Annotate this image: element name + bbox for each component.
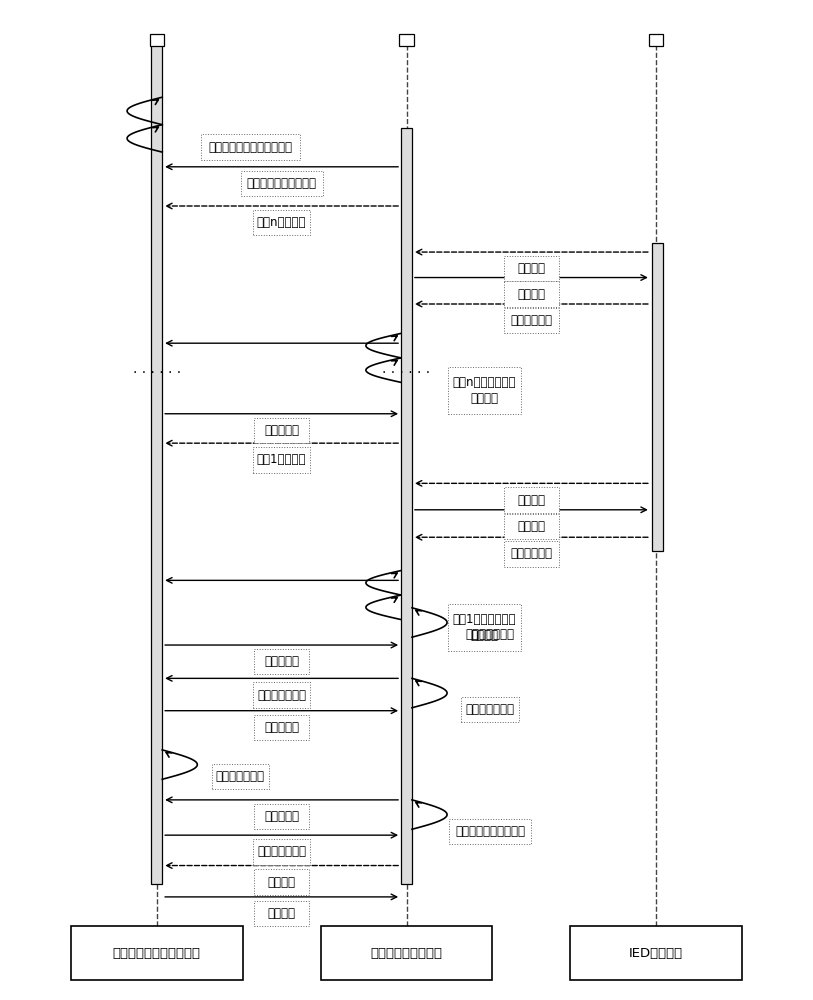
Bar xyxy=(504,308,559,333)
Bar xyxy=(254,804,309,829)
Text: · · · · · ·: · · · · · · xyxy=(382,366,431,380)
Text: 步骤n五防校验通过
遥控选择: 步骤n五防校验通过 遥控选择 xyxy=(453,376,516,405)
Bar xyxy=(652,243,663,551)
Text: 连接成功: 连接成功 xyxy=(267,876,296,889)
Text: 步骤1五防校验通过
遥控选择: 步骤1五防校验通过 遥控选择 xyxy=(453,613,516,642)
Text: 确认并继续: 确认并继续 xyxy=(264,424,299,437)
Bar xyxy=(461,622,519,647)
Text: 获取顺控操作票: 获取顺控操作票 xyxy=(257,845,307,858)
Bar xyxy=(320,926,493,980)
Bar xyxy=(571,926,742,980)
Bar xyxy=(254,715,309,740)
Text: · · · · · ·: · · · · · · xyxy=(133,366,180,380)
Text: 查询符合条件的操作票: 查询符合条件的操作票 xyxy=(455,825,525,838)
Text: 顾控操作票防误核查系统: 顾控操作票防误核查系统 xyxy=(113,947,201,960)
Bar xyxy=(399,34,414,46)
Bar xyxy=(241,171,323,196)
Bar xyxy=(254,901,309,926)
Bar xyxy=(650,34,663,46)
Text: 执行操作票预演: 执行操作票预演 xyxy=(466,703,515,716)
Text: 操作票预演成功: 操作票预演成功 xyxy=(257,689,307,702)
Text: 执行成功: 执行成功 xyxy=(517,262,546,275)
Text: 操作票执行: 操作票执行 xyxy=(264,655,299,668)
Text: 选择返校成功: 选择返校成功 xyxy=(511,547,552,560)
Bar xyxy=(151,44,163,884)
Text: 操作票预演: 操作票预演 xyxy=(264,721,299,734)
Bar xyxy=(253,839,311,865)
Bar xyxy=(449,818,531,844)
Text: 启动操作票执行: 启动操作票执行 xyxy=(466,628,515,641)
Text: 发送操作票: 发送操作票 xyxy=(264,810,299,823)
Bar xyxy=(504,514,559,539)
Bar xyxy=(253,210,311,235)
Bar xyxy=(504,487,559,513)
Text: 遥控执行: 遥控执行 xyxy=(517,288,546,301)
Bar xyxy=(150,34,163,46)
Text: 选择返校成功: 选择返校成功 xyxy=(511,314,552,327)
Bar xyxy=(254,649,309,674)
Bar xyxy=(202,134,299,160)
Bar xyxy=(448,604,521,651)
Bar xyxy=(254,869,309,895)
Text: 智能变电站监控系统: 智能变电站监控系统 xyxy=(371,947,442,960)
Bar xyxy=(253,447,311,473)
Text: 步骤n执行成功: 步骤n执行成功 xyxy=(257,216,307,229)
Bar xyxy=(254,418,309,443)
Text: 执行成功: 执行成功 xyxy=(517,493,546,506)
Bar xyxy=(461,697,519,722)
Text: 操作票防误核查正测试通过: 操作票防误核查正测试通过 xyxy=(208,141,293,154)
Bar xyxy=(253,682,311,708)
Text: 遥控执行: 遥控执行 xyxy=(517,520,546,533)
Bar xyxy=(211,764,269,789)
Text: 建立连接: 建立连接 xyxy=(267,907,296,920)
Text: 操作票执行结束，成功: 操作票执行结束，成功 xyxy=(246,177,316,190)
Bar xyxy=(504,256,559,281)
Bar xyxy=(71,926,242,980)
Text: IED仿真系统: IED仿真系统 xyxy=(629,947,683,960)
Bar xyxy=(504,281,559,307)
Text: 操作票格式校验: 操作票格式校验 xyxy=(215,770,265,783)
Bar xyxy=(504,541,559,567)
Bar xyxy=(448,367,521,414)
Bar xyxy=(401,128,412,884)
Text: 步骤1执行成功: 步骤1执行成功 xyxy=(257,453,307,466)
